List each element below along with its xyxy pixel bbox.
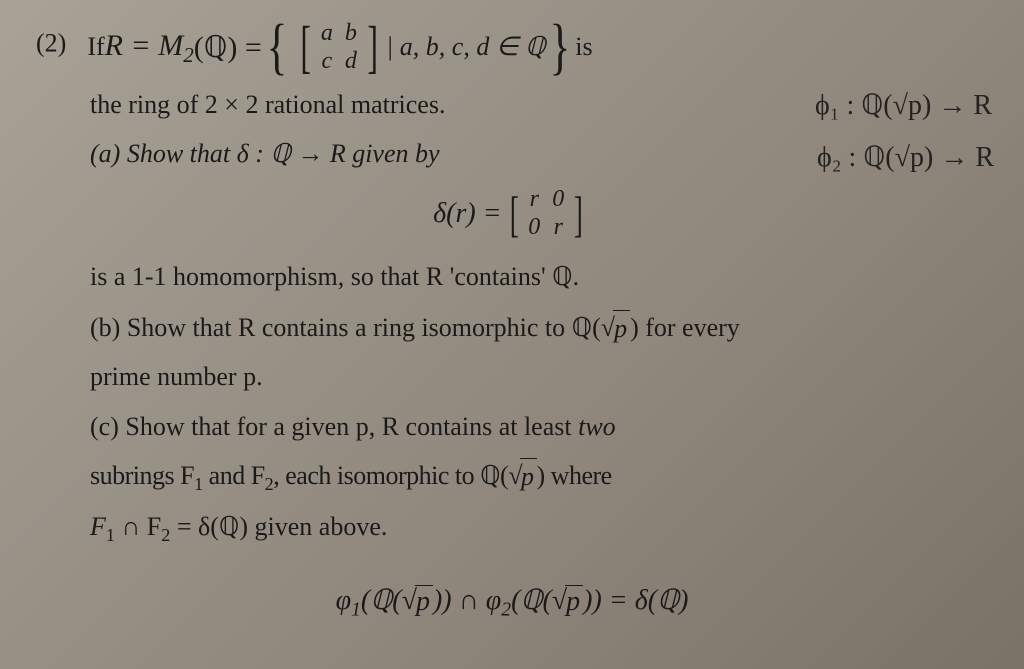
handwritten-phi2: ϕ₂ : ℚ(√p) → R — [817, 140, 994, 174]
part-c-line1: (c) Show that for a given p, R contains … — [90, 409, 988, 445]
part-b: (b) Show that R contains a ring isomorph… — [90, 310, 988, 347]
stem-math: If R = M2 (ℚ) = { [ ac bd ] | a, b, c, d… — [87, 20, 592, 75]
matrix-abcd: [ ac bd ] — [296, 20, 383, 75]
problem-number: (2) — [36, 28, 66, 57]
handwritten-phi1: ϕ₁ : ℚ(√p) → R — [815, 88, 992, 122]
problem-stem: (2) If R = M2 (ℚ) = { [ ac bd ] | a, b, … — [36, 20, 988, 75]
R-eq: R = M2 — [105, 25, 194, 70]
left-brace: { — [266, 23, 287, 73]
part-b-line2: prime number p. — [90, 359, 988, 395]
part-c-line2: subrings F1 and F2, each isomorphic to ℚ… — [90, 458, 988, 498]
delta-equation: δ(r) = [ r0 0r ] — [36, 186, 988, 241]
final-equation: φ1(ℚ(√p)) ∩ φ2(ℚ(√p)) = δ(ℚ) — [36, 583, 988, 622]
part-c-line3: F1 ∩ F2 = δ(ℚ) given above. — [90, 509, 988, 549]
part-a-conclusion: is a 1-1 homomorphism, so that R 'contai… — [90, 259, 988, 295]
delta-matrix: [ r0 0r ] — [506, 186, 587, 241]
right-brace: } — [550, 23, 571, 73]
